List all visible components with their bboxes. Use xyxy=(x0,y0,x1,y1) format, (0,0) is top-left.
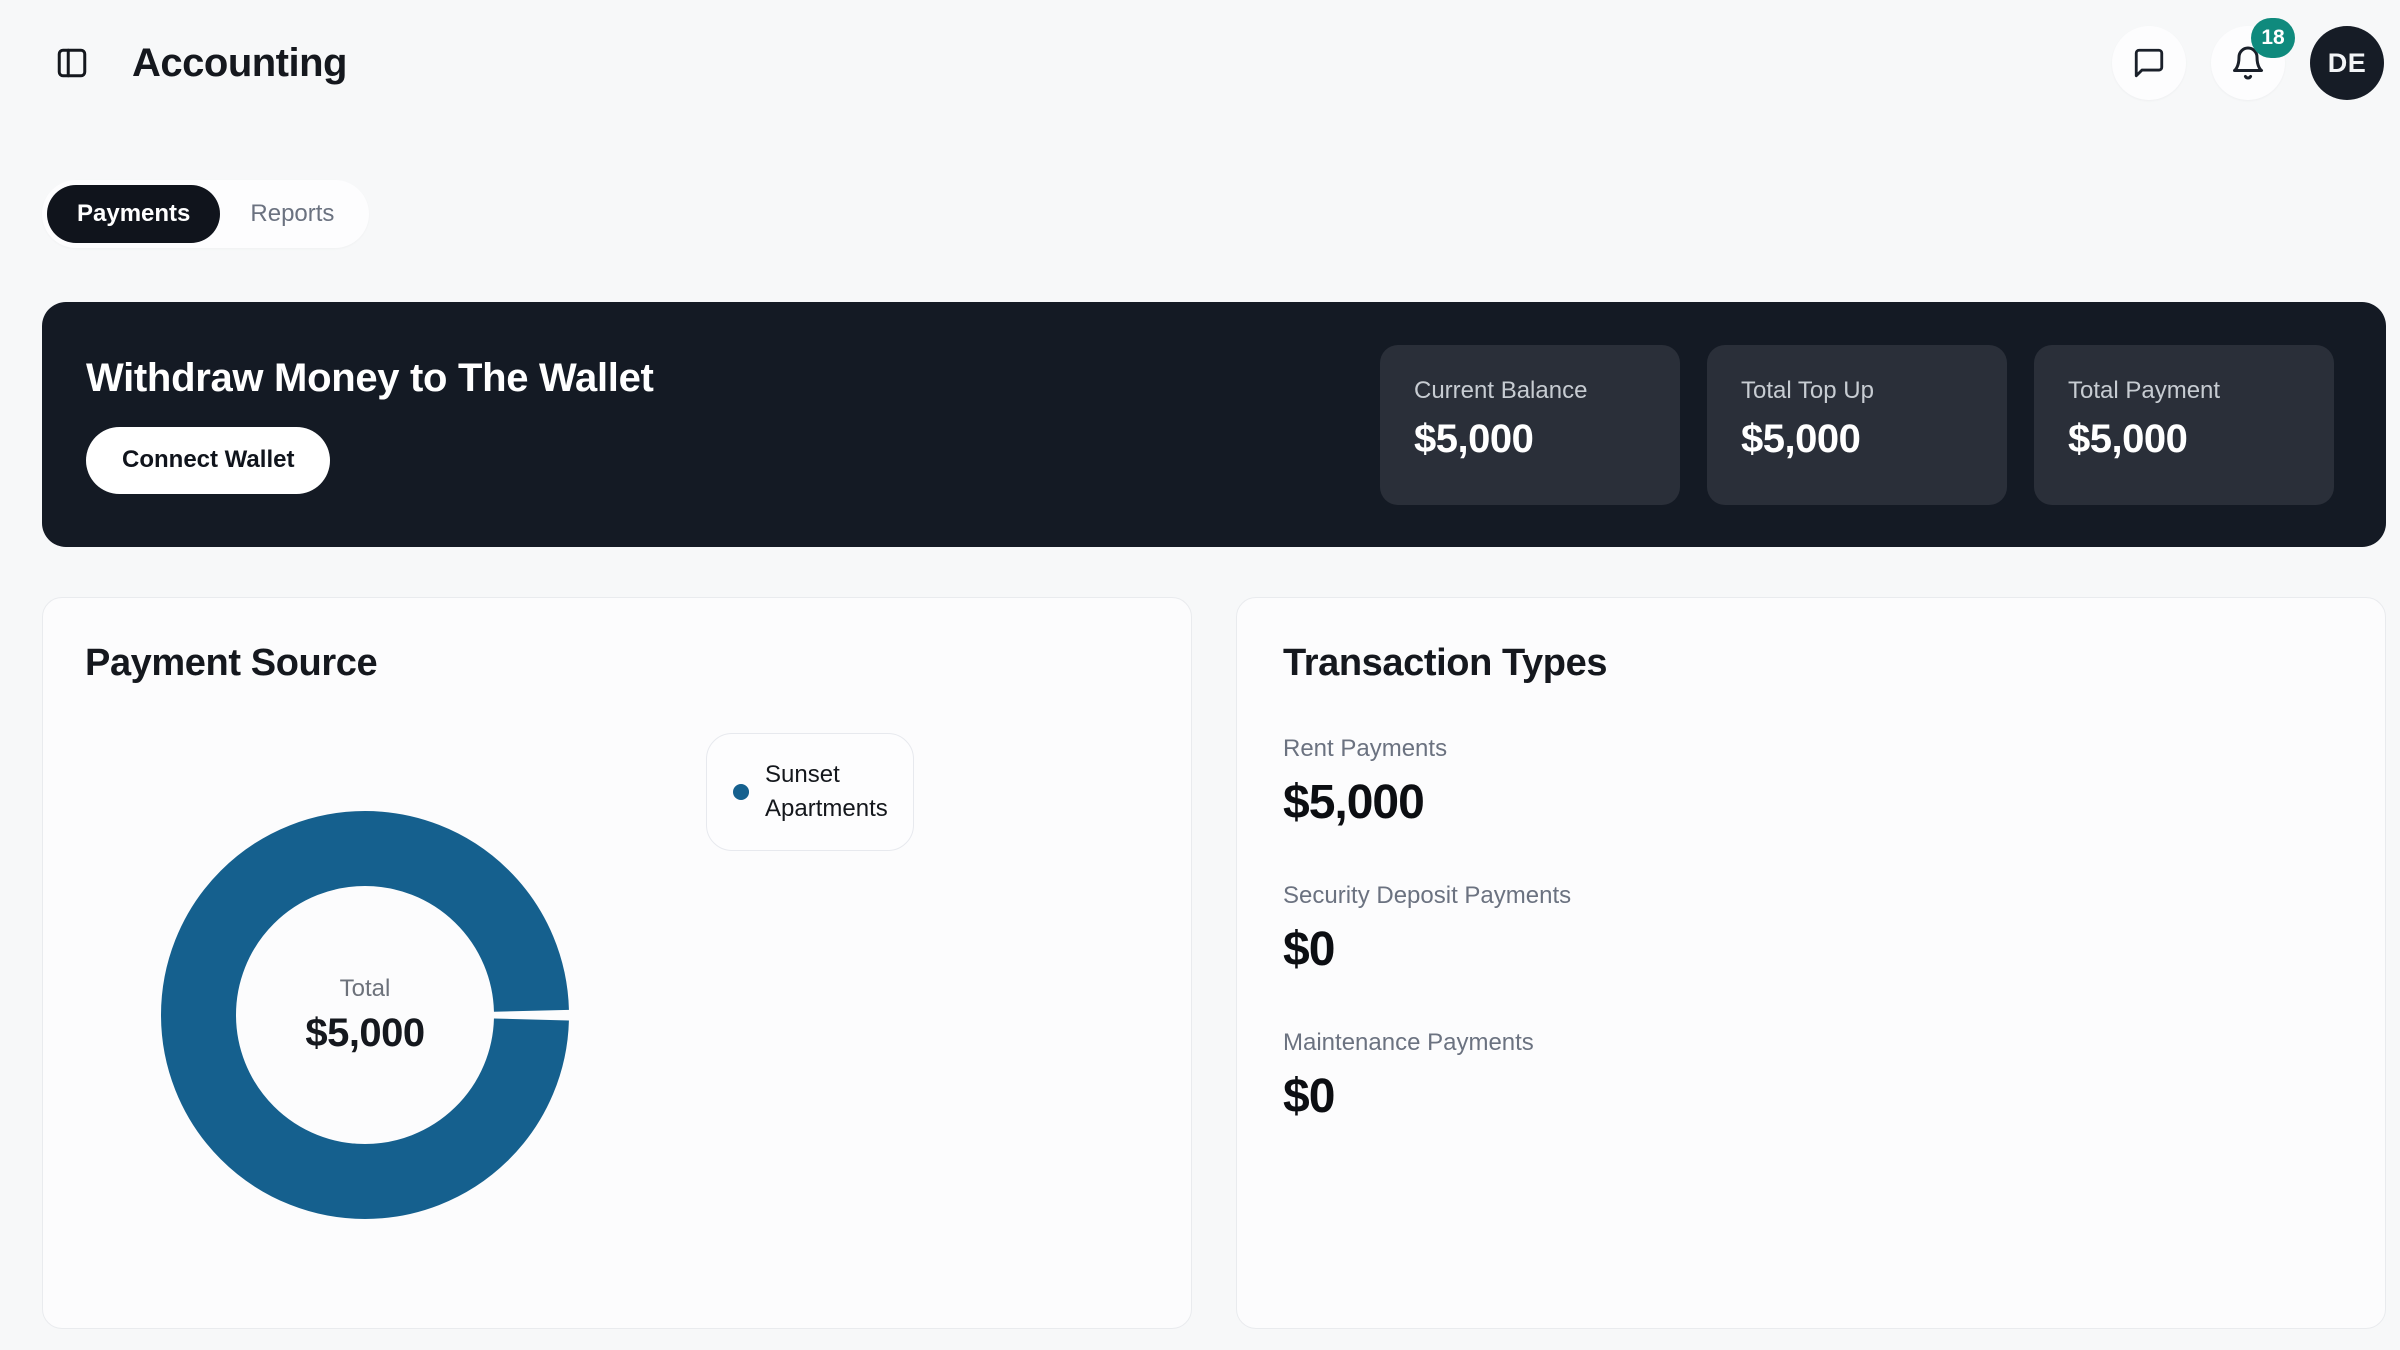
stat-label: Total Top Up xyxy=(1741,376,1874,404)
avatar[interactable]: DE xyxy=(2310,26,2384,100)
legend-label: Sunset Apartments xyxy=(765,761,888,822)
panel-left-icon xyxy=(57,48,87,78)
messages-button[interactable] xyxy=(2112,26,2186,100)
topbar-right: 18 DE xyxy=(2112,18,2384,100)
stat-value: $5,000 xyxy=(1414,416,1534,461)
transaction-item-value: $5,000 xyxy=(1283,776,1425,829)
chat-icon xyxy=(2134,48,2164,78)
stat-label: Current Balance xyxy=(1414,376,1588,404)
chart-legend: Sunset Apartments xyxy=(706,733,914,851)
stat-card-total-payment: Total Payment $5,000 xyxy=(2034,344,2334,505)
transaction-item-label: Security Deposit Payments xyxy=(1283,882,1572,909)
transaction-types-card: Transaction Types Rent Payments $5,000 S… xyxy=(1236,597,2386,1329)
stat-value: $5,000 xyxy=(2068,416,2188,461)
sidebar-toggle-button[interactable] xyxy=(52,43,92,83)
banner-stats: Current Balance $5,000 Total Top Up $5,0… xyxy=(1380,344,2334,505)
transaction-item-security-deposit: Security Deposit Payments $0 xyxy=(1283,882,2385,977)
connect-wallet-button[interactable]: Connect Wallet xyxy=(86,426,331,494)
cards-row: Payment Source Total $5,000 Sunset Apart… xyxy=(42,597,2386,1329)
transaction-item-label: Rent Payments xyxy=(1283,735,1448,762)
donut-total-label: Total xyxy=(339,974,391,1002)
transaction-types-list: Rent Payments $5,000 Security Deposit Pa… xyxy=(1283,735,2385,1124)
notification-badge: 18 xyxy=(2251,18,2295,58)
topbar: Accounting 18 DE xyxy=(0,0,2400,100)
payment-source-card: Payment Source Total $5,000 Sunset Apart… xyxy=(42,597,1192,1329)
tab-payments[interactable]: Payments xyxy=(47,185,221,243)
payment-source-title: Payment Source xyxy=(85,642,378,684)
stat-card-total-top-up: Total Top Up $5,000 xyxy=(1707,344,2007,505)
notifications-button[interactable]: 18 xyxy=(2211,18,2295,100)
transaction-types-title: Transaction Types xyxy=(1283,642,1608,684)
bell-icon xyxy=(2233,46,2263,80)
donut-chart-svg xyxy=(161,811,569,1219)
stat-value: $5,000 xyxy=(1741,416,1861,461)
transaction-item-value: $0 xyxy=(1283,1070,1335,1123)
donut-segment-sunset-apartments xyxy=(161,811,569,1219)
tab-reports[interactable]: Reports xyxy=(220,185,364,243)
stat-label: Total Payment xyxy=(2068,376,2221,404)
page-title: Accounting xyxy=(132,40,347,85)
topbar-left: Accounting xyxy=(52,41,347,86)
transaction-item-rent: Rent Payments $5,000 xyxy=(1283,735,2385,830)
tab-bar: Payments Reports xyxy=(42,180,370,248)
wallet-banner: Withdraw Money to The Wallet Connect Wal… xyxy=(42,302,2386,547)
wallet-banner-left: Withdraw Money to The Wallet Connect Wal… xyxy=(86,356,654,494)
payment-source-donut-chart: Total $5,000 xyxy=(160,810,570,1220)
stat-card-current-balance: Current Balance $5,000 xyxy=(1380,344,1680,505)
donut-center: Total $5,000 xyxy=(160,810,570,1220)
transaction-item-label: Maintenance Payments xyxy=(1283,1029,1534,1056)
banner-title: Withdraw Money to The Wallet xyxy=(86,355,654,400)
legend-dot-icon xyxy=(733,783,750,801)
transaction-item-maintenance: Maintenance Payments $0 xyxy=(1283,1029,2385,1124)
transaction-item-value: $0 xyxy=(1283,923,1335,976)
donut-total-value: $5,000 xyxy=(305,1010,425,1055)
